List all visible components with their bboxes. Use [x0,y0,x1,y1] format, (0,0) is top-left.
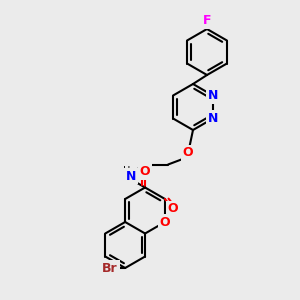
Text: Br: Br [102,262,118,275]
Text: N: N [208,89,218,102]
Text: O: O [168,202,178,215]
Text: N: N [208,112,218,125]
Text: O: O [140,165,150,178]
Text: H: H [124,166,131,176]
Text: F: F [203,14,211,28]
Text: O: O [160,215,170,229]
Text: O: O [183,146,193,160]
Text: N: N [126,169,136,182]
